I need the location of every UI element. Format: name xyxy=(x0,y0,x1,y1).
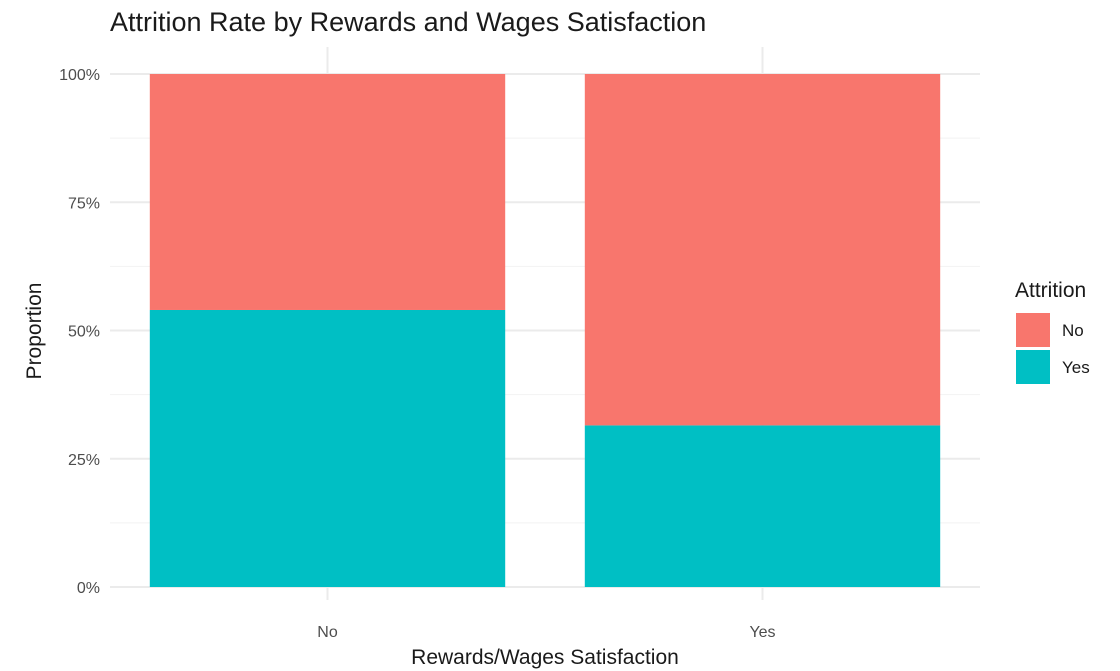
y-tick-label: 0% xyxy=(77,580,100,597)
x-tick-label: No xyxy=(317,624,338,641)
y-tick-label: 50% xyxy=(68,324,100,341)
y-tick-label: 25% xyxy=(68,452,100,469)
bar-layer xyxy=(149,74,941,587)
legend: Attrition No Yes xyxy=(1015,279,1090,384)
legend-key-yes xyxy=(1016,350,1050,384)
x-tick-label: Yes xyxy=(749,624,775,641)
legend-label-yes: Yes xyxy=(1062,358,1090,377)
bar-yes-attrition-yes xyxy=(584,425,941,587)
legend-title: Attrition xyxy=(1015,279,1086,302)
legend-entries: No Yes xyxy=(1016,313,1090,384)
bar-no-attrition-no xyxy=(149,74,506,310)
axis-layer: 0% 25% 50% 75% 100% No Yes xyxy=(59,67,775,641)
legend-key-no xyxy=(1016,313,1050,347)
bar-no-attrition-yes xyxy=(149,309,506,587)
y-tick-label: 100% xyxy=(59,67,100,84)
bar-yes-attrition-no xyxy=(584,74,941,426)
y-tick-label: 75% xyxy=(68,195,100,212)
y-axis-title: Proportion xyxy=(23,283,46,380)
chart-title: Attrition Rate by Rewards and Wages Sati… xyxy=(110,7,706,37)
x-axis-title: Rewards/Wages Satisfaction xyxy=(411,646,679,669)
legend-label-no: No xyxy=(1062,321,1084,340)
